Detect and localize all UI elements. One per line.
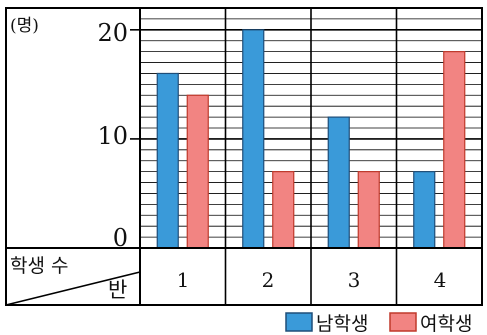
corner-diagonal	[5, 271, 141, 306]
bar-girls-class-3	[357, 171, 380, 249]
outer-border	[5, 7, 483, 306]
legend-label-girls: 여학생	[420, 313, 472, 335]
y-tick-label-10: 10	[97, 122, 128, 150]
corner-header-bottom: 반	[108, 278, 127, 302]
y-axis-ticks: 0 10 20	[97, 19, 128, 252]
legend-swatch-girls	[389, 312, 417, 332]
x-label-2: 2	[262, 268, 275, 292]
legend-swatch-boys	[285, 312, 313, 332]
unit-label: (명)	[10, 16, 39, 36]
bar-girls-class-4	[443, 51, 466, 249]
bar-boys-class-4	[413, 171, 436, 249]
legend: 남학생 여학생	[285, 312, 472, 335]
bar-boys-class-2	[242, 29, 265, 249]
bar-boys-class-1	[156, 72, 179, 249]
bar-boys-class-3	[327, 116, 350, 249]
y-tick-label-0: 0	[113, 224, 128, 252]
legend-label-boys: 남학생	[316, 313, 368, 335]
chart-frame	[5, 7, 483, 306]
corner-header-top: 학생 수	[10, 255, 68, 277]
y-tick-label-20: 20	[97, 19, 128, 47]
x-label-4: 4	[434, 268, 447, 292]
x-label-1: 1	[177, 268, 190, 292]
x-axis-labels: 1 2 3 4	[177, 268, 447, 292]
x-label-3: 3	[348, 268, 361, 292]
bar-girls-class-2	[272, 171, 295, 249]
bar-girls-class-1	[186, 94, 209, 249]
